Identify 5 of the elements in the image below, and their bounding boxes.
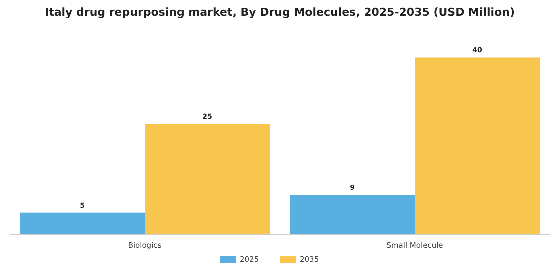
bar (145, 124, 270, 235)
bar (415, 58, 540, 235)
bar (290, 195, 415, 235)
chart-title: Italy drug repurposing market, By Drug Molecules, 2025-2035 (USD Million) (45, 6, 515, 19)
bar (20, 212, 145, 235)
